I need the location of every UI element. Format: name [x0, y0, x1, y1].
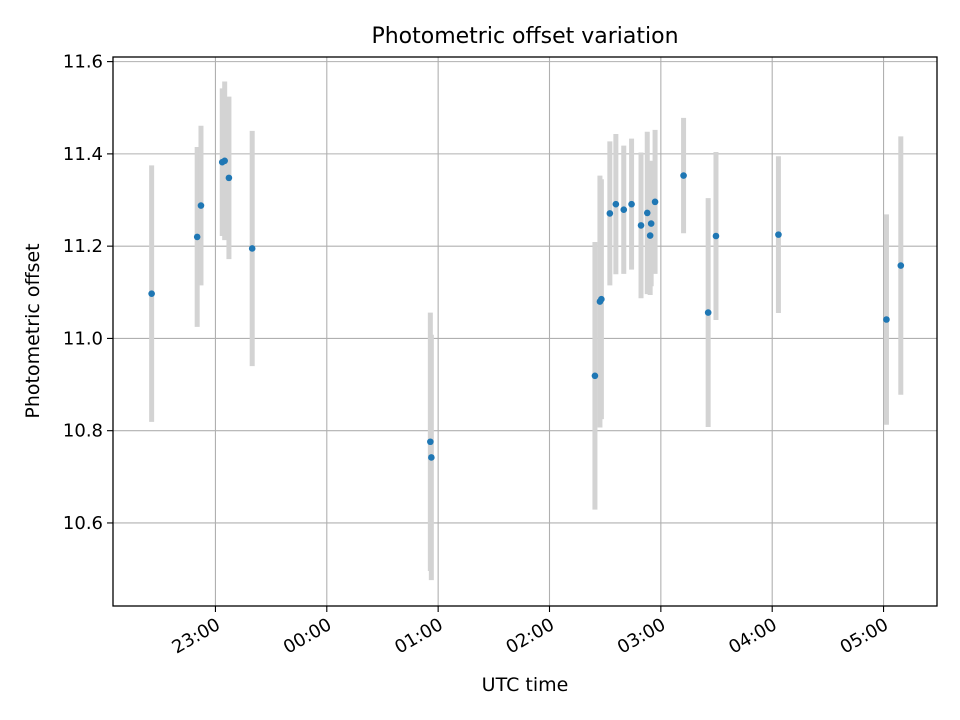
data-point: [897, 262, 905, 269]
data-point: [651, 198, 659, 206]
chart-title: Photometric offset variation: [371, 24, 678, 49]
data-point: [225, 174, 233, 182]
data-point: [606, 210, 614, 217]
data-point: [591, 372, 599, 380]
data-point: [628, 200, 635, 208]
y-tick-label: 11.6: [63, 52, 103, 73]
data-point: [643, 209, 651, 217]
data-point: [637, 222, 645, 229]
data-point: [704, 309, 712, 316]
data-point: [775, 231, 782, 238]
x-axis-label: UTC time: [482, 674, 569, 696]
data-point: [248, 245, 256, 252]
y-tick-label: 11.2: [63, 236, 103, 257]
data-point: [428, 454, 435, 461]
data-point: [647, 220, 655, 227]
data-point: [620, 206, 628, 214]
data-point: [646, 232, 654, 239]
y-tick-label: 10.6: [63, 513, 103, 534]
data-point: [148, 290, 155, 297]
y-axis-label: Photometric offset: [22, 243, 44, 418]
data-point: [193, 233, 201, 241]
y-tick-label: 10.8: [63, 421, 103, 442]
y-tick-label: 11.4: [63, 144, 103, 165]
data-point: [883, 316, 890, 323]
y-axis-ticks: 10.6 10.8 11.0 11.2 11.4 11.6: [63, 52, 113, 534]
data-point: [712, 232, 720, 240]
data-point: [427, 438, 434, 446]
data-point: [598, 295, 605, 303]
data-point: [221, 157, 228, 165]
data-points: [148, 157, 905, 461]
y-tick-label: 11.0: [63, 328, 103, 349]
data-point: [197, 202, 205, 209]
data-point: [680, 172, 687, 179]
data-point: [612, 200, 620, 208]
plot-frame: [112, 56, 938, 607]
